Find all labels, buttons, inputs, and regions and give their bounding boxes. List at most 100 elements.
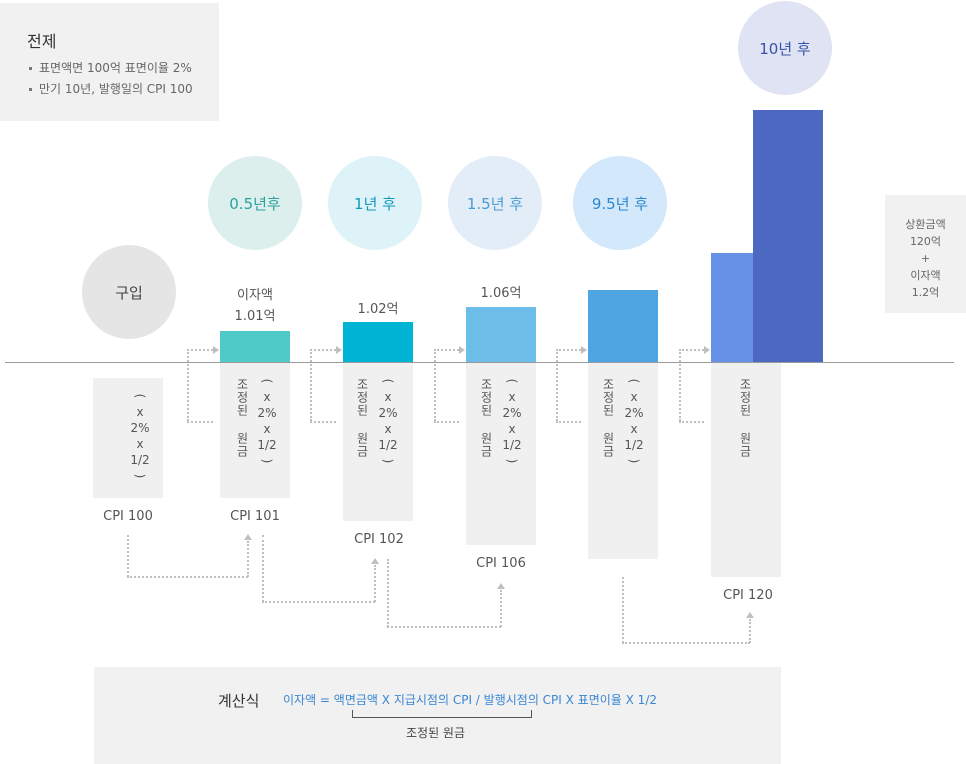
paren-open: (: [627, 378, 641, 384]
repayment-interest-label: 이자액: [910, 269, 941, 282]
bar-0-5y: [220, 331, 290, 363]
principal-col-4: [588, 363, 658, 559]
cpi-connector: [387, 559, 389, 627]
principal-col-3: [466, 363, 536, 545]
times: x: [384, 422, 392, 436]
paren-close: ): [505, 458, 519, 464]
amount-1y: 1.02억: [357, 302, 399, 317]
connector-line: [556, 421, 581, 423]
cpi-connector: [387, 626, 501, 628]
premise-item: 표면액면 100억 표면이율 2%: [29, 58, 193, 79]
formula-bracket: [352, 710, 532, 718]
arrow-up-icon: [497, 583, 505, 589]
paren-open: (: [260, 378, 274, 384]
stage-circle-10y: 10년 후: [738, 1, 832, 95]
principal-col-2: [343, 363, 413, 521]
times: x: [263, 390, 271, 404]
bar-1-5y: [466, 307, 536, 363]
connector-line: [310, 421, 336, 423]
arrow-up-icon: [746, 612, 754, 618]
connector-line: [434, 349, 436, 421]
times: x: [508, 390, 516, 404]
adjusted-principal-5: 조정된 원금: [738, 378, 752, 458]
connector-line: [679, 349, 704, 351]
formula-factor-2: ( x 2% x 1/2 ): [373, 373, 403, 469]
formula-factor-1: ( x 2% x 1/2 ): [252, 373, 282, 469]
stage-circle-0-5y: 0.5년후: [208, 156, 302, 250]
times: x: [136, 437, 144, 451]
connector-line: [310, 349, 336, 351]
cpi-connector: [247, 541, 249, 577]
cpi-connector: [127, 535, 129, 577]
rate: 2%: [257, 406, 277, 420]
principal-col-5: [711, 363, 781, 577]
times: x: [263, 422, 271, 436]
formula-factor-0: ( x 2% x 1/2 ): [125, 388, 155, 484]
cpi-label-102: CPI 102: [354, 532, 404, 547]
arrow-right-icon: [213, 346, 219, 354]
cpi-connector: [262, 535, 264, 602]
connector-line: [187, 421, 213, 423]
cpi-connector: [500, 590, 502, 627]
repayment-text: 상환금액 120억 + 이자액 1.2억: [885, 216, 966, 301]
amount-0-5y: 1.01억: [234, 309, 276, 324]
paren-open: (: [381, 378, 395, 384]
formula-factor-3: ( x 2% x 1/2 ): [497, 373, 527, 469]
principal-col-1: [220, 363, 290, 498]
connector-line: [556, 349, 558, 421]
connector-line: [679, 421, 704, 423]
times: x: [630, 390, 638, 404]
half: 1/2: [130, 453, 150, 467]
premise-box: [0, 3, 219, 121]
rate: 2%: [502, 406, 522, 420]
repayment-interest-amount: 1.2억: [911, 286, 940, 299]
formula-factor-4: ( x 2% x 1/2 ): [619, 373, 649, 469]
connector-line: [187, 349, 213, 351]
repayment-label: 상환금액: [905, 218, 946, 231]
calc-box: [94, 667, 781, 764]
rate: 2%: [624, 406, 644, 420]
half: 1/2: [502, 438, 522, 452]
stage-circle-1y: 1년 후: [328, 156, 422, 250]
half: 1/2: [624, 438, 644, 452]
arrow-right-icon: [581, 346, 587, 354]
adjusted-principal-2: 조정된 원금: [355, 378, 369, 458]
cpi-connector: [749, 619, 751, 643]
baseline: [5, 362, 954, 363]
paren-close: ): [627, 458, 641, 464]
repayment-plus: +: [920, 252, 931, 265]
interest-label: 이자액: [237, 288, 273, 303]
connector-line: [310, 349, 312, 421]
cpi-connector: [622, 577, 624, 643]
times: x: [384, 390, 392, 404]
connector-line: [187, 349, 189, 421]
half: 1/2: [257, 438, 277, 452]
cpi-connector: [127, 576, 248, 578]
adjusted-principal-4: 조정된 원금: [601, 378, 615, 458]
stage-circle-1-5y: 1.5년 후: [448, 156, 542, 250]
arrow-up-icon: [371, 558, 379, 564]
premise-title: 전제: [27, 32, 57, 51]
cpi-label-100: CPI 100: [103, 509, 153, 524]
premise-item: 만기 10년, 발행일의 CPI 100: [29, 79, 193, 100]
principal-col-0: [93, 378, 163, 498]
arrow-right-icon: [704, 346, 710, 354]
bar-10y-total: [753, 110, 823, 363]
premise-list: 표면액면 100억 표면이율 2% 만기 10년, 발행일의 CPI 100: [29, 58, 193, 100]
paren-open: (: [505, 378, 519, 384]
half: 1/2: [378, 438, 398, 452]
connector-line: [556, 349, 581, 351]
paren-close: ): [133, 473, 147, 479]
repayment-amount: 120억: [909, 235, 942, 248]
calc-formula: 이자액 = 액면금액 X 지급시점의 CPI / 발행시점의 CPI X 표면이…: [283, 693, 657, 707]
paren-open: (: [133, 393, 147, 399]
paren-close: ): [381, 458, 395, 464]
rate: 2%: [378, 406, 398, 420]
cpi-label-120: CPI 120: [723, 588, 773, 603]
rate: 2%: [130, 421, 150, 435]
times: x: [630, 422, 638, 436]
arrow-right-icon: [336, 346, 342, 354]
cpi-label-106: CPI 106: [476, 556, 526, 571]
stage-circle-purchase: 구입: [82, 245, 176, 339]
arrow-up-icon: [244, 534, 252, 540]
